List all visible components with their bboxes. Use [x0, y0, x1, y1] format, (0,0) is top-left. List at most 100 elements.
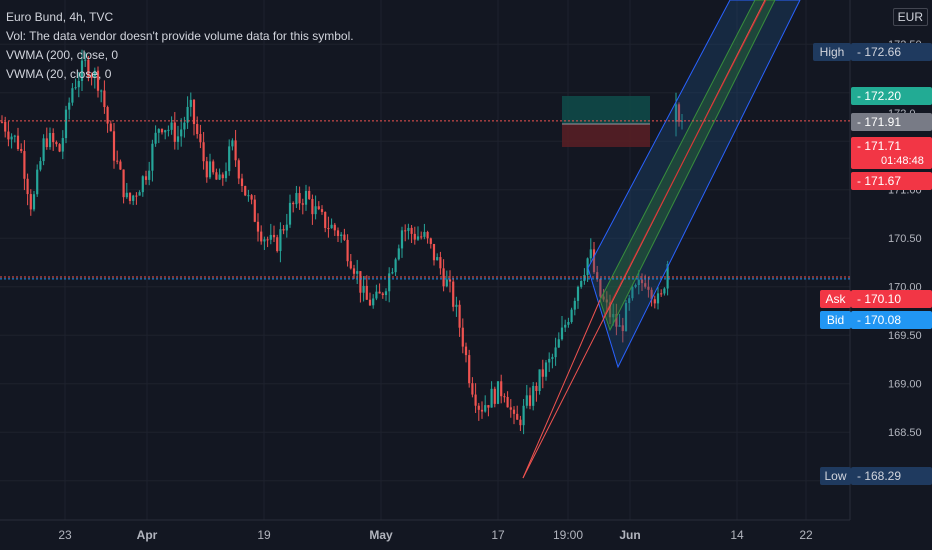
candle-body: [631, 286, 634, 299]
candle-body: [637, 279, 640, 286]
candle-body: [512, 409, 516, 414]
candle-body: [544, 362, 548, 377]
candle-body: [212, 161, 215, 173]
candle-body: [660, 293, 663, 295]
price-badge-label: Bid: [827, 313, 844, 327]
candle-body: [375, 291, 378, 299]
candle-body: [602, 296, 605, 300]
candle-body: [567, 321, 570, 325]
candle-body: [586, 258, 589, 275]
candle-body: [100, 90, 103, 92]
candle-body: [240, 178, 244, 187]
candle-body: [384, 291, 388, 296]
price-badge: [851, 467, 932, 485]
candle-body: [656, 293, 660, 304]
candle-body: [61, 138, 64, 152]
candle-body: [26, 178, 29, 195]
candle-body: [144, 176, 148, 180]
currency-badge[interactable]: EUR: [892, 8, 928, 26]
candle-body: [64, 109, 68, 139]
candle-body: [445, 279, 448, 287]
price-badge-label: High: [820, 45, 845, 59]
candle-body: [39, 161, 42, 170]
candle-body: [458, 304, 461, 328]
candle-body: [592, 249, 596, 273]
candle-body: [362, 285, 365, 293]
candle-body: [154, 132, 157, 144]
candle-body: [560, 327, 564, 340]
symbol-title[interactable]: Euro Bund, 4h, TVC: [6, 10, 114, 24]
candle-body: [589, 249, 592, 259]
price-badge-tag: [820, 311, 851, 329]
candle-body: [215, 172, 218, 180]
candle-body: [260, 231, 263, 242]
candle-body: [509, 407, 512, 410]
candle-body: [576, 286, 580, 301]
candle-body: [84, 59, 87, 61]
price-badge-value: - 170.10: [857, 292, 901, 306]
candle-body: [416, 236, 420, 240]
candle-body: [272, 234, 276, 238]
x-tick-label: May: [369, 528, 393, 542]
candle-body: [349, 261, 352, 269]
vwma200-label[interactable]: VWMA (200, close, 0: [6, 48, 119, 62]
candle-body: [266, 239, 269, 241]
candle-body: [29, 194, 32, 210]
candle-body: [205, 161, 208, 178]
price-badge-label: Low: [824, 469, 846, 483]
candle-body: [148, 170, 151, 180]
candle-body: [4, 121, 7, 132]
candle-body: [484, 405, 487, 412]
candle-body: [52, 132, 55, 143]
candle-body: [388, 273, 391, 292]
candle-body: [208, 161, 212, 178]
candle-body: [183, 122, 186, 130]
candle-body: [282, 229, 285, 231]
candle-body: [93, 70, 96, 78]
candle-body: [400, 230, 404, 249]
candle-body: [292, 202, 295, 205]
candle-body: [74, 87, 77, 89]
candle-body: [471, 383, 474, 395]
x-tick-label: Apr: [137, 528, 158, 542]
candle-body: [231, 140, 234, 147]
price-badge: [851, 43, 932, 61]
price-badge-value: - 168.29: [857, 469, 901, 483]
candle-body: [474, 394, 477, 406]
candle-body: [237, 160, 240, 179]
candle-body: [234, 140, 237, 161]
candle-body: [48, 132, 52, 148]
position-target-zone: [562, 96, 650, 124]
candle-body: [16, 135, 20, 149]
candle-body: [13, 135, 16, 137]
candle-body: [314, 206, 317, 215]
candle-body: [176, 136, 180, 142]
price-badge-value: - 171.71: [857, 139, 901, 153]
vwma20-label[interactable]: VWMA (20, close, 0: [6, 67, 112, 81]
candle-body: [135, 195, 138, 197]
candle-body: [528, 395, 532, 406]
candle-body: [196, 124, 199, 135]
candle-body: [132, 195, 135, 201]
price-badge-tag: [820, 290, 851, 308]
candle-body: [381, 293, 384, 296]
channel-median: [602, 0, 767, 319]
candle-body: [525, 395, 528, 406]
candle-body: [298, 193, 301, 204]
candle-body: [653, 299, 656, 304]
candle-body: [596, 272, 599, 279]
candle-body: [45, 138, 48, 148]
candle-body: [247, 195, 250, 197]
candle-body: [32, 194, 36, 210]
candle-body: [317, 206, 320, 210]
candle-body: [580, 280, 583, 287]
candle-body: [253, 199, 256, 222]
candle-body: [304, 190, 308, 205]
candle-body: [503, 396, 506, 398]
candle-body: [263, 239, 266, 242]
candle-body: [500, 381, 503, 397]
y-tick-label: 168.50: [888, 427, 922, 439]
candle-body: [112, 131, 116, 161]
volume-note: Vol: The data vendor doesn't provide vol…: [6, 29, 354, 43]
